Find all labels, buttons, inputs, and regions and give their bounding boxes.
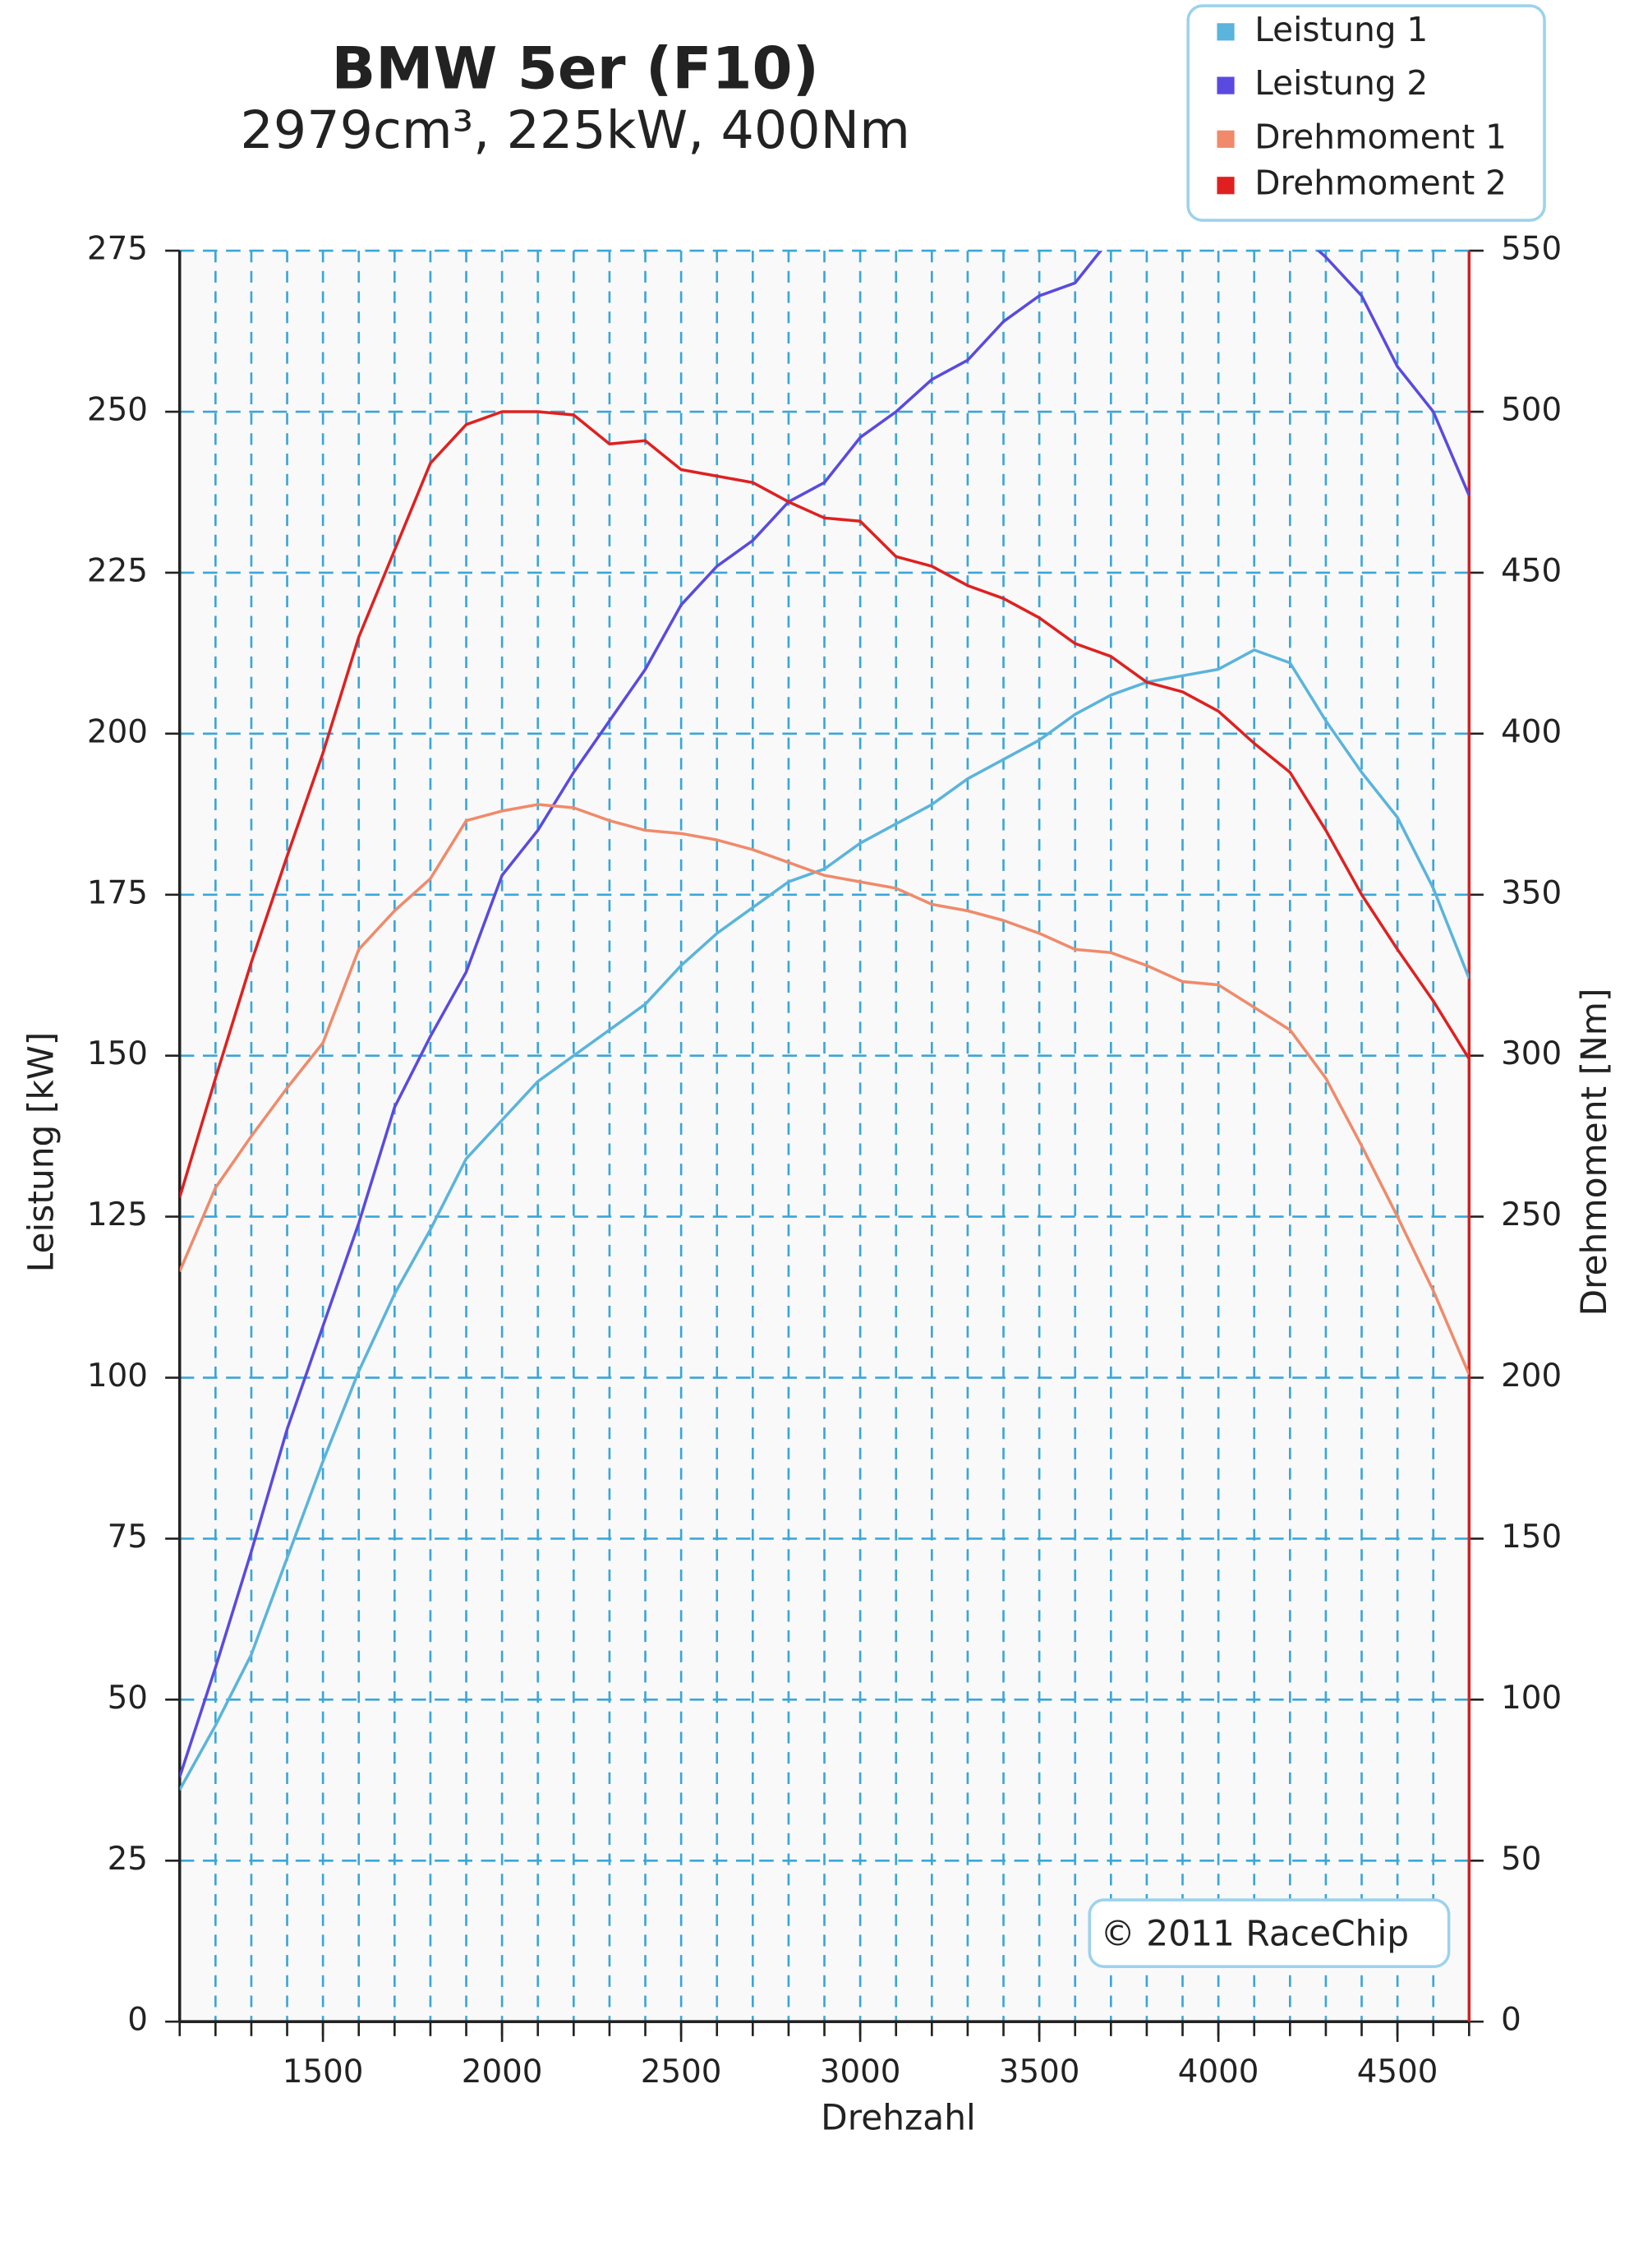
y-tick-label: 0 (127, 2002, 148, 2039)
y-tick-label: 250 (87, 392, 148, 429)
x-tick-label: 3000 (820, 2054, 901, 2091)
legend-swatch (1217, 76, 1235, 94)
y-tick-label: 125 (87, 1196, 148, 1233)
y2-tick-label: 500 (1501, 392, 1562, 429)
y-tick-label: 225 (87, 552, 148, 589)
y2-tick-label: 350 (1501, 874, 1562, 911)
chart-subtitle: 2979cm³, 225kW, 400Nm (240, 99, 910, 160)
y2-tick-label: 300 (1501, 1035, 1562, 1072)
legend-label: Drehmoment 1 (1254, 117, 1507, 156)
annotation-box (1088, 1898, 1451, 1968)
legend-swatch (1217, 130, 1235, 148)
x-axis-label: Drehzahl (821, 2098, 976, 2138)
y2-tick-label: 450 (1501, 552, 1562, 589)
legend-swatch (1217, 177, 1235, 195)
y2-tick-label: 200 (1501, 1358, 1562, 1394)
chart-title: BMW 5er (F10) (332, 35, 819, 103)
y-tick-label: 150 (87, 1035, 148, 1072)
y-axis-label: Leistung [kW] (21, 1032, 61, 1273)
y2-tick-label: 150 (1501, 1519, 1562, 1556)
series-line (179, 251, 1470, 1777)
x-tick-label: 2000 (462, 2054, 543, 2091)
y2-tick-label: 50 (1501, 1841, 1541, 1878)
y2-tick-label: 250 (1501, 1196, 1562, 1233)
series-line (179, 648, 1470, 1791)
legend-label: Drehmoment 2 (1254, 164, 1507, 203)
y2-tick-label: 550 (1501, 231, 1562, 268)
y-tick-label: 275 (87, 231, 148, 268)
y-tick-label: 75 (108, 1519, 148, 1556)
y-tick-label: 100 (87, 1358, 148, 1394)
legend-label: Leistung 1 (1254, 10, 1428, 49)
legend-box (1186, 4, 1546, 222)
y2-tick-label: 0 (1501, 2002, 1521, 2039)
y2-axis-label: Drehmoment [Nm] (1574, 989, 1614, 1316)
annotation: © 2011 RaceChip (1101, 1914, 1410, 1954)
y-tick-label: 175 (87, 874, 148, 911)
y-tick-label: 200 (87, 713, 148, 750)
x-tick-label: 3500 (999, 2054, 1080, 2091)
y-tick-label: 50 (108, 1680, 148, 1717)
y-tick-label: 25 (108, 1841, 148, 1878)
y2-tick-label: 400 (1501, 713, 1562, 750)
legend-label: Leistung 2 (1254, 63, 1428, 103)
x-tick-label: 4500 (1357, 2054, 1438, 2091)
x-tick-label: 2500 (641, 2054, 722, 2091)
series-group (179, 251, 1470, 1791)
x-tick-label: 4000 (1178, 2054, 1259, 2091)
legend-swatch (1217, 23, 1235, 41)
series-line (179, 410, 1470, 1198)
series-line (179, 803, 1470, 1376)
y2-tick-label: 100 (1501, 1680, 1562, 1717)
x-tick-label: 1500 (283, 2054, 364, 2091)
